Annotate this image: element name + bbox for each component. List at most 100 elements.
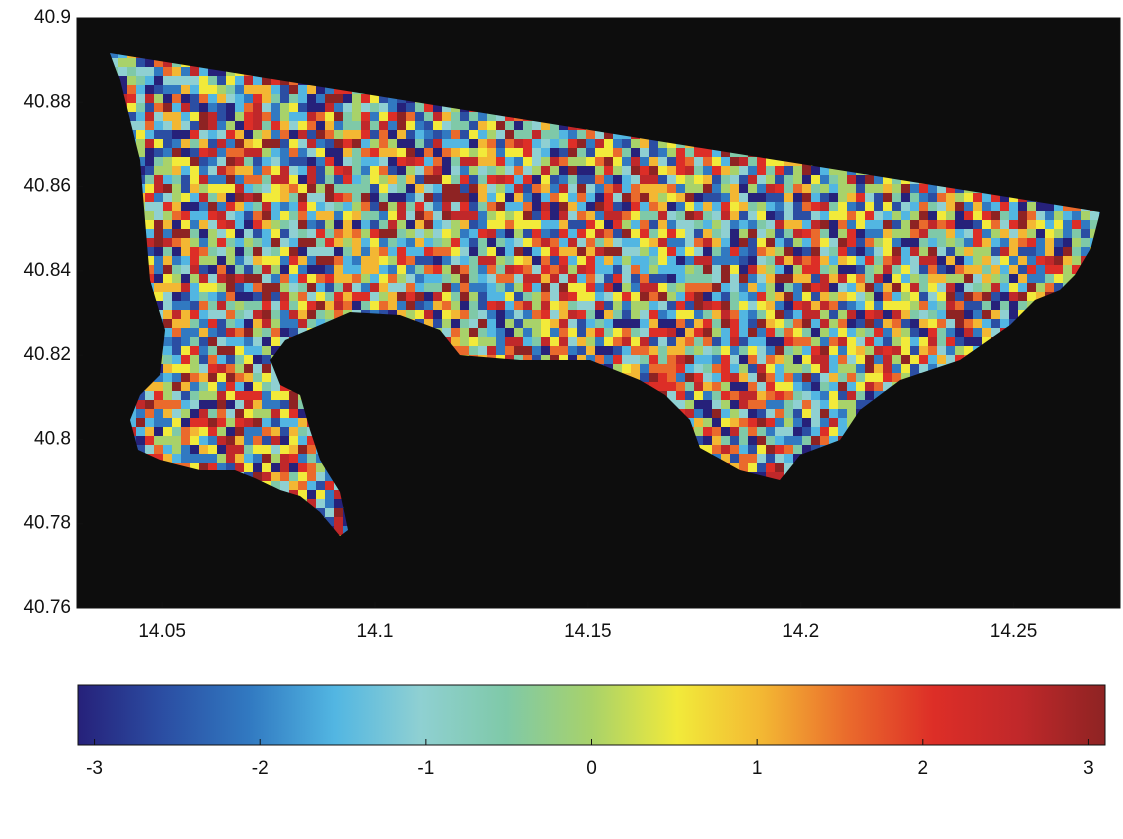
pixel	[919, 184, 928, 193]
pixel	[451, 256, 460, 265]
pixel	[829, 193, 838, 202]
pixel	[694, 229, 703, 238]
pixel	[505, 301, 514, 310]
pixel	[613, 256, 622, 265]
pixel	[379, 103, 388, 112]
pixel	[613, 346, 622, 355]
pixel	[847, 175, 856, 184]
pixel	[217, 139, 226, 148]
pixel	[541, 292, 550, 301]
pixel	[703, 337, 712, 346]
pixel	[370, 112, 379, 121]
pixel	[730, 211, 739, 220]
pixel	[244, 202, 253, 211]
pixel	[541, 256, 550, 265]
pixel	[757, 274, 766, 283]
pixel	[595, 283, 604, 292]
pixel	[766, 346, 775, 355]
pixel	[793, 211, 802, 220]
pixel	[154, 409, 163, 418]
pixel	[460, 301, 469, 310]
pixel	[883, 355, 892, 364]
pixel	[901, 328, 910, 337]
pixel	[577, 319, 586, 328]
pixel	[397, 265, 406, 274]
pixel	[559, 274, 568, 283]
pixel	[1009, 292, 1018, 301]
pixel	[496, 265, 505, 274]
pixel	[829, 292, 838, 301]
pixel	[829, 202, 838, 211]
pixel	[622, 229, 631, 238]
pixel	[190, 337, 199, 346]
pixel	[217, 85, 226, 94]
pixel	[343, 220, 352, 229]
pixel	[802, 220, 811, 229]
pixel	[226, 436, 235, 445]
pixel	[838, 364, 847, 373]
pixel	[343, 193, 352, 202]
pixel	[217, 391, 226, 400]
pixel	[721, 400, 730, 409]
pixel	[163, 247, 172, 256]
pixel	[460, 112, 469, 121]
pixel	[307, 103, 316, 112]
pixel	[784, 382, 793, 391]
pixel	[388, 211, 397, 220]
pixel	[316, 310, 325, 319]
pixel	[199, 85, 208, 94]
pixel	[892, 220, 901, 229]
pixel	[1045, 220, 1054, 229]
pixel	[280, 265, 289, 274]
pixel	[190, 193, 199, 202]
pixel	[793, 301, 802, 310]
pixel	[874, 247, 883, 256]
pixel	[280, 229, 289, 238]
pixel	[487, 139, 496, 148]
pixel	[163, 67, 172, 76]
pixel	[433, 310, 442, 319]
pixel	[892, 184, 901, 193]
pixel	[532, 337, 541, 346]
pixel	[820, 211, 829, 220]
pixel	[424, 139, 433, 148]
pixel	[415, 184, 424, 193]
pixel	[685, 175, 694, 184]
pixel	[505, 247, 514, 256]
pixel	[784, 418, 793, 427]
pixel	[550, 328, 559, 337]
pixel	[163, 148, 172, 157]
pixel	[208, 175, 217, 184]
pixel	[469, 211, 478, 220]
pixel	[676, 337, 685, 346]
pixel	[703, 247, 712, 256]
pixel	[802, 175, 811, 184]
pixel	[856, 256, 865, 265]
pixel	[370, 148, 379, 157]
pixel	[730, 238, 739, 247]
pixel	[739, 427, 748, 436]
pixel	[226, 382, 235, 391]
pixel	[406, 175, 415, 184]
pixel	[496, 283, 505, 292]
pixel	[289, 211, 298, 220]
pixel	[541, 148, 550, 157]
pixel	[388, 229, 397, 238]
pixel	[910, 328, 919, 337]
pixel	[811, 175, 820, 184]
pixel	[523, 328, 532, 337]
pixel	[343, 130, 352, 139]
pixel	[712, 229, 721, 238]
pixel	[298, 292, 307, 301]
pixel	[442, 139, 451, 148]
pixel	[262, 256, 271, 265]
pixel	[649, 328, 658, 337]
pixel	[703, 409, 712, 418]
pixel	[190, 229, 199, 238]
pixel	[397, 283, 406, 292]
pixel	[784, 265, 793, 274]
pixel	[766, 229, 775, 238]
pixel	[406, 139, 415, 148]
pixel	[514, 193, 523, 202]
pixel	[208, 319, 217, 328]
